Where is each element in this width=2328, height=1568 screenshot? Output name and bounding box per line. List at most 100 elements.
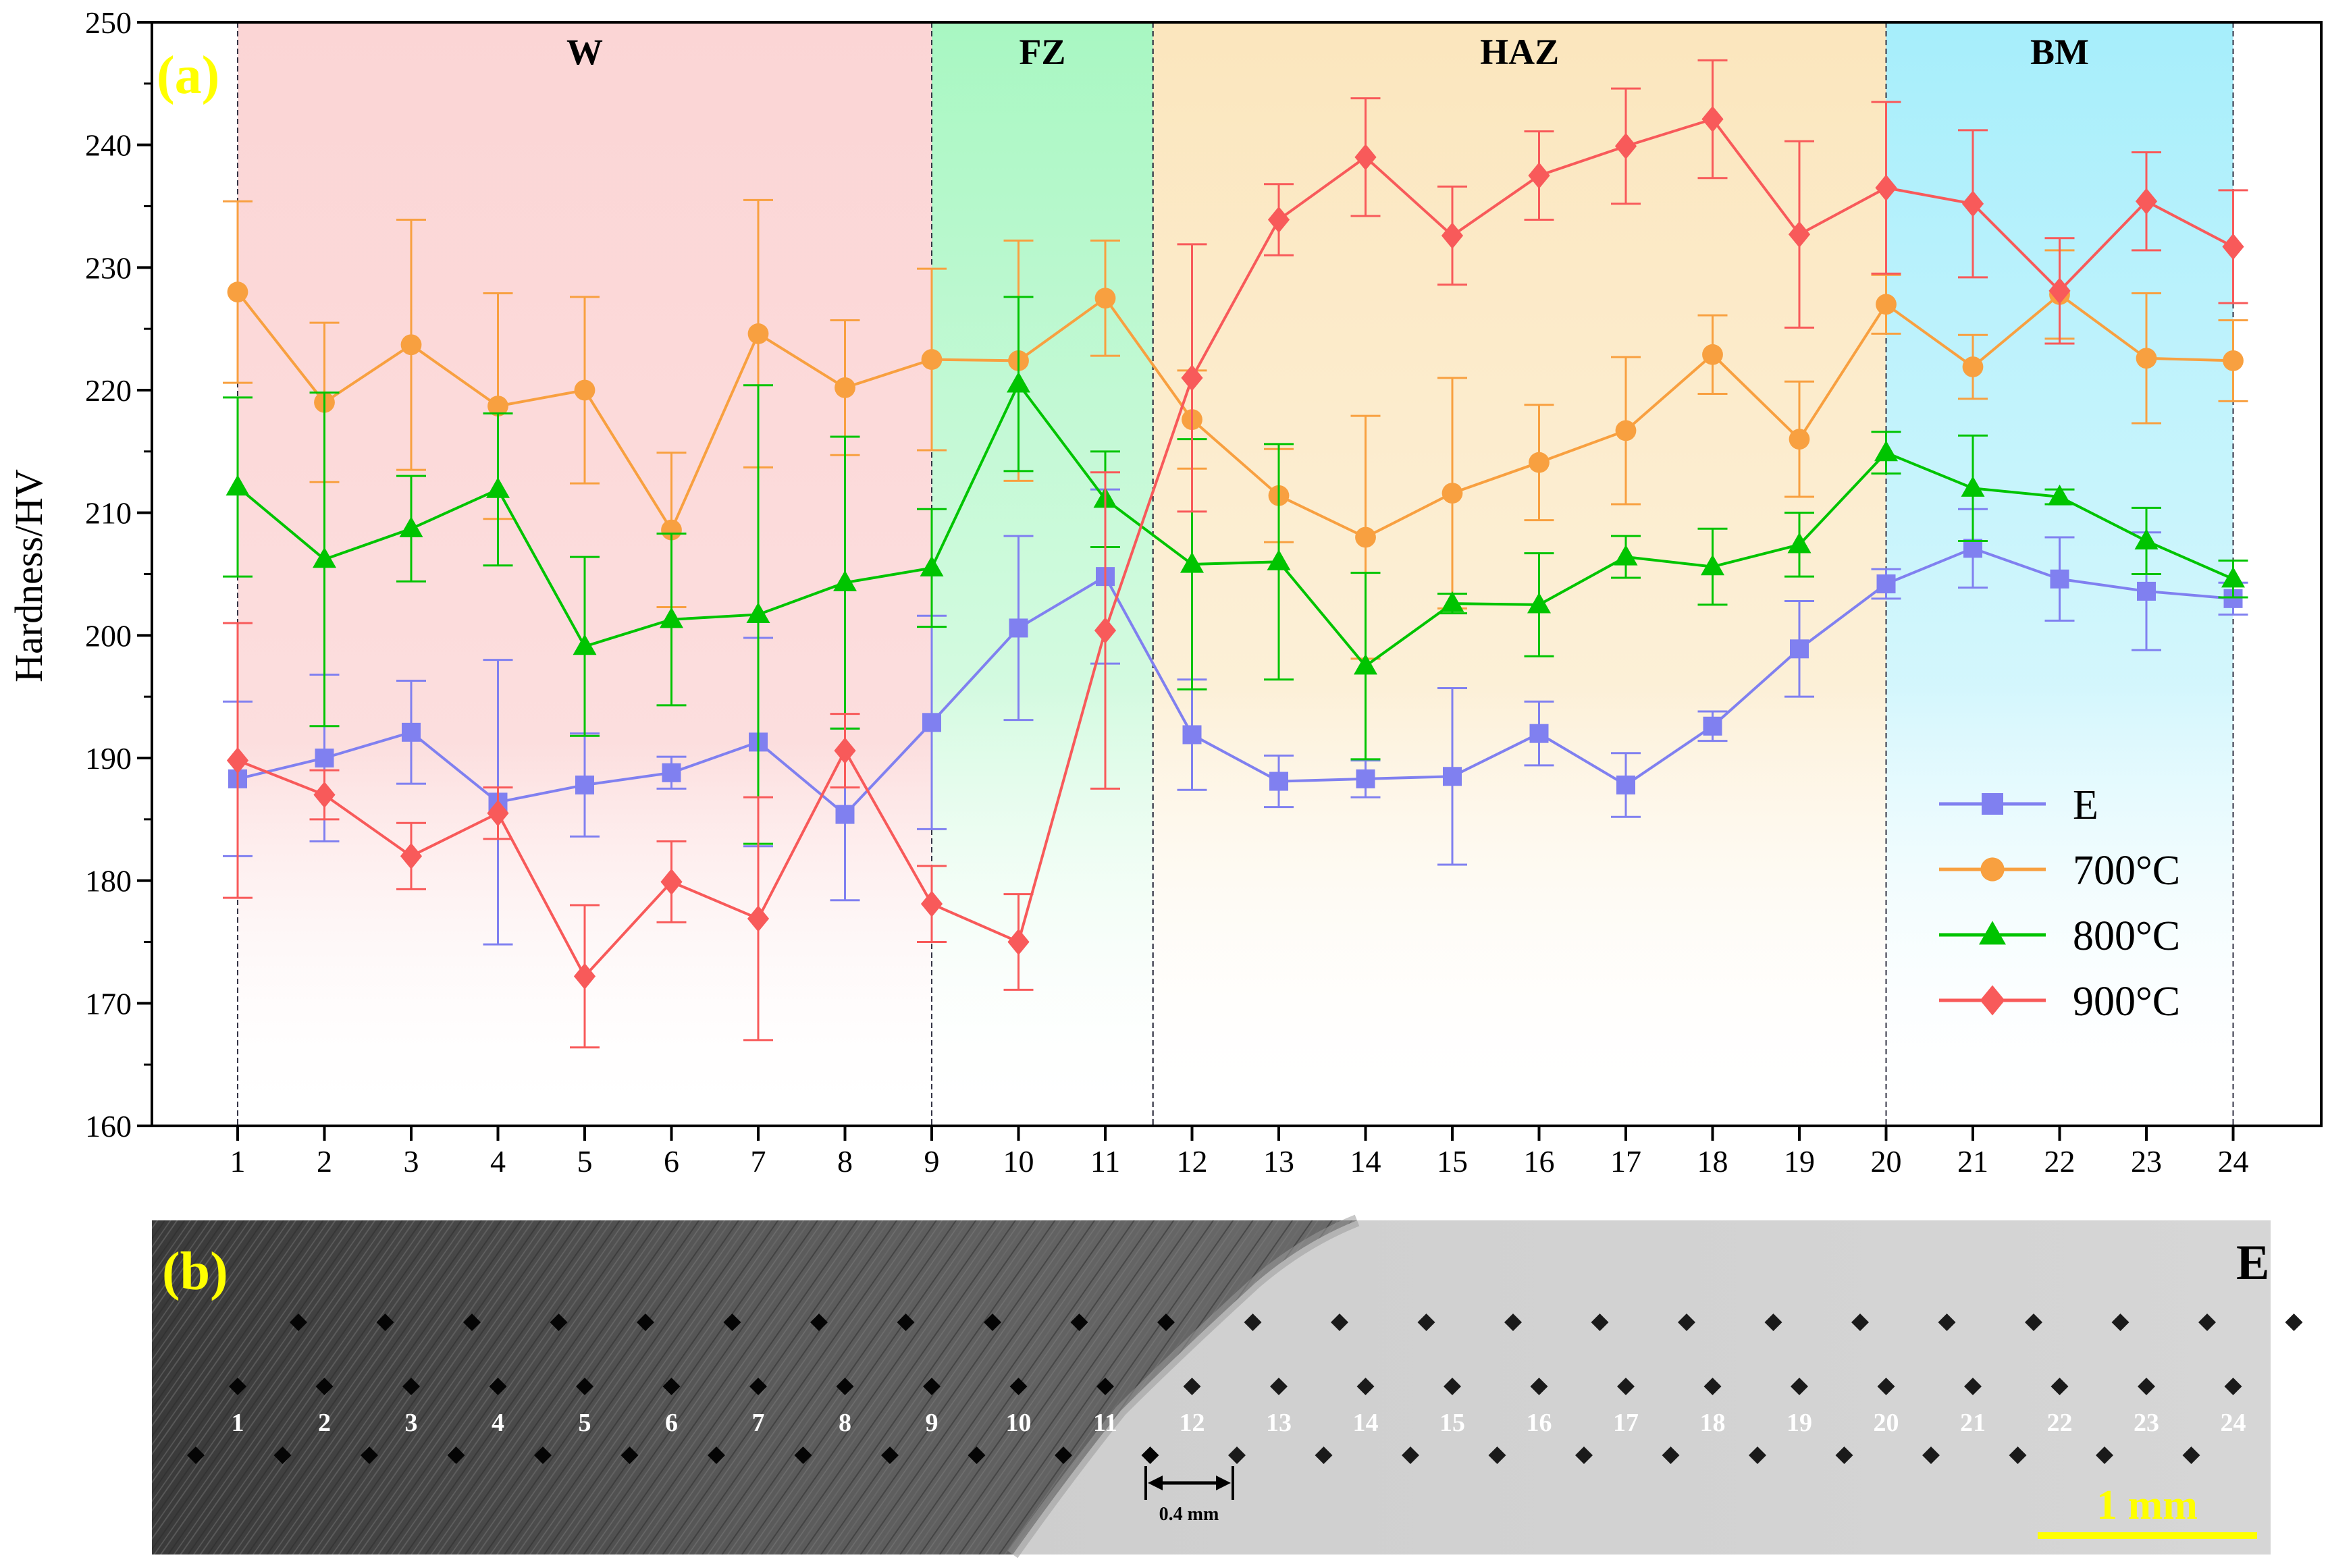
indentation <box>576 1378 593 1395</box>
spacing-marker: 0.4 mm <box>1144 1466 1234 1525</box>
indentation-label: 23 <box>2134 1409 2159 1437</box>
marker-diamond <box>573 963 596 990</box>
marker-diamond <box>487 800 509 827</box>
legend-item: E <box>1939 782 2098 828</box>
marker-circle <box>574 379 596 401</box>
marker-triangle <box>920 556 944 577</box>
indentation <box>1055 1447 1072 1464</box>
indentation <box>1228 1447 1246 1464</box>
marker-square <box>575 775 594 794</box>
indentation <box>1591 1314 1609 1331</box>
marker-circle <box>921 349 943 370</box>
indentation <box>1157 1314 1175 1331</box>
indentation <box>794 1447 812 1464</box>
marker-triangle <box>226 475 250 496</box>
indentation <box>2182 1447 2200 1464</box>
y-tick-label: 240 <box>85 128 132 163</box>
indentation-label: 24 <box>2221 1409 2246 1437</box>
y-tick-label: 160 <box>85 1109 132 1143</box>
x-tick-label: 12 <box>1177 1144 1208 1179</box>
indentation <box>2096 1447 2113 1464</box>
zone-label-bm: BM <box>2030 32 2089 72</box>
indentation <box>881 1447 899 1464</box>
indentation <box>984 1314 1001 1331</box>
indentation <box>1835 1447 1853 1464</box>
indentation <box>187 1447 205 1464</box>
x-tick-label: 20 <box>1871 1144 1902 1179</box>
micrograph-panel: 1 2 3 4 5 6 7 8 9 10 11 12 13 14 15 16 17 18 19 20 21 22 23 24 … <box>152 1214 2303 1559</box>
marker-diamond <box>1701 105 1724 133</box>
marker-diamond <box>313 781 336 809</box>
marker-diamond <box>1441 222 1464 249</box>
indentation <box>550 1314 568 1331</box>
zone-backgrounds <box>238 22 2233 1126</box>
indentation <box>2198 1314 2216 1331</box>
marker-triangle <box>1701 554 1724 576</box>
marker-circle <box>1702 344 1723 365</box>
marker-triangle <box>1007 371 1030 393</box>
marker-circle <box>1441 483 1463 504</box>
indentation <box>2025 1314 2042 1331</box>
x-tick-label: 4 <box>490 1144 506 1179</box>
indentation <box>1851 1314 1869 1331</box>
marker-triangle <box>1527 592 1551 614</box>
indentation <box>273 1447 292 1464</box>
marker-circle <box>1094 288 1116 309</box>
zone-haz <box>1153 22 1886 1126</box>
legend-item: 900°C <box>1939 979 2180 1025</box>
indentation <box>1141 1447 1159 1464</box>
marker-triangle <box>1440 591 1464 612</box>
indentation-label: 2 <box>318 1409 331 1437</box>
x-tick-label: 8 <box>837 1144 853 1179</box>
y-axis-title: Hardness/HV <box>7 469 51 682</box>
marker-square <box>1529 724 1549 743</box>
indentation <box>1703 1378 1722 1395</box>
x-axis: 1 2 3 4 5 6 7 8 9 10 11 12 13 14 15 16 17 18 19 20 21 22 23 24 <box>230 1126 2249 1179</box>
marker-square <box>1963 539 1982 558</box>
indentation-label: 8 <box>839 1409 851 1437</box>
marker-square <box>1356 769 1375 788</box>
marker-triangle <box>1354 653 1377 675</box>
marker-triangle <box>2221 566 2245 588</box>
indentation <box>723 1314 741 1331</box>
indentation <box>1356 1378 1375 1395</box>
marker-circle <box>1980 857 2005 882</box>
marker-square <box>402 722 421 742</box>
x-tick-label: 14 <box>1350 1144 1381 1179</box>
marker-diamond <box>1267 206 1290 234</box>
marker-triangle <box>486 477 510 498</box>
marker-triangle <box>1180 551 1204 573</box>
indentation-label: 14 <box>1353 1409 1379 1437</box>
indentation <box>662 1378 681 1395</box>
marker-square <box>1269 772 1288 791</box>
marker-diamond <box>1614 132 1637 160</box>
indentation <box>2009 1447 2027 1464</box>
indentation <box>489 1378 507 1395</box>
sample-label: E <box>2236 1235 2269 1291</box>
marker-diamond <box>834 737 856 764</box>
y-tick-label: 170 <box>85 986 132 1021</box>
indentation-label: 22 <box>2047 1409 2073 1437</box>
marker-triangle <box>1874 440 1898 462</box>
series-line <box>237 117 2234 979</box>
series-line <box>236 381 2234 668</box>
scale-bar: 1 mm <box>2038 1482 2257 1539</box>
indentation <box>836 1378 854 1395</box>
zone-label-haz: HAZ <box>1480 32 1559 72</box>
x-tick-label: 10 <box>1003 1144 1034 1179</box>
panel-a-label: (a) <box>157 46 219 105</box>
x-tick-label: 1 <box>230 1144 246 1179</box>
marker-diamond <box>2222 233 2244 261</box>
marker-triangle <box>746 602 770 624</box>
indentation <box>1530 1378 1548 1395</box>
indentation-rows <box>187 1314 2303 1464</box>
indentation <box>1444 1378 1461 1395</box>
indentation <box>1504 1314 1522 1331</box>
x-tick-label: 6 <box>664 1144 679 1179</box>
indentation-label: 19 <box>1787 1409 1812 1437</box>
indentation <box>1417 1314 1435 1331</box>
marker-square <box>922 713 941 732</box>
indentation <box>1270 1378 1288 1395</box>
zone-label-w: W <box>566 32 603 72</box>
